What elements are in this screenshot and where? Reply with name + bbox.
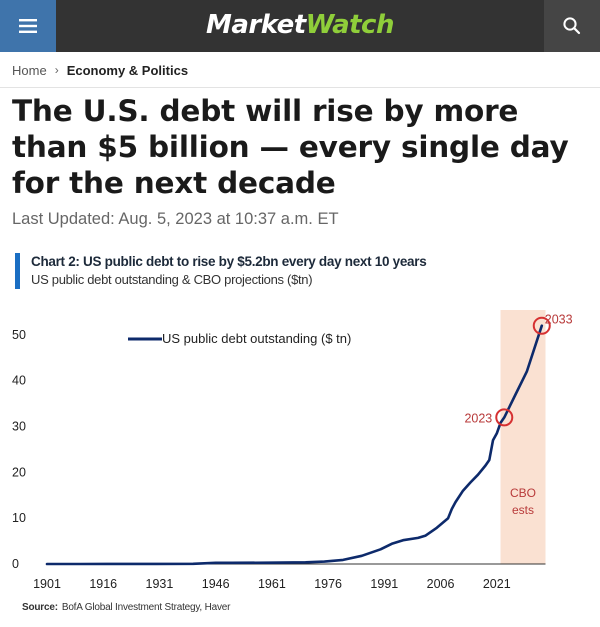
breadcrumb-home-link[interactable]: Home xyxy=(12,62,47,78)
top-navigation-bar: MarketWatch xyxy=(0,0,600,52)
search-button[interactable] xyxy=(544,0,600,52)
y-tick-label: 10 xyxy=(12,511,26,525)
logo-text-market: Market xyxy=(206,10,306,40)
y-tick-label: 30 xyxy=(12,420,26,434)
marketwatch-logo[interactable]: MarketWatch xyxy=(0,10,600,40)
legend-label: US public debt outstanding ($ tn) xyxy=(162,331,351,346)
breadcrumb: Home › Economy & Politics xyxy=(12,61,188,79)
x-tick-label: 2021 xyxy=(483,577,511,591)
projection-label-line1: CBO xyxy=(510,486,536,500)
y-tick-label: 50 xyxy=(12,328,26,342)
search-icon xyxy=(563,17,581,35)
x-tick-label: 1991 xyxy=(370,577,398,591)
x-tick-label: 1946 xyxy=(202,577,230,591)
chart-subtitle: US public debt outstanding & CBO project… xyxy=(31,272,313,287)
annotation-marker-2033 xyxy=(532,316,551,335)
article-timestamp: Last Updated: Aug. 5, 2023 at 10:37 a.m.… xyxy=(12,210,339,228)
logo-text-watch: Watch xyxy=(305,10,395,40)
article-headline: The U.S. debt will rise by more than $5 … xyxy=(12,94,569,200)
hamburger-menu-icon xyxy=(19,19,37,33)
debt-series-line xyxy=(45,324,544,566)
debt-chart: Chart 2: US public debt to rise by $5.2b… xyxy=(0,248,600,627)
x-tick-label: 1931 xyxy=(146,577,174,591)
chevron-right-icon: › xyxy=(54,63,59,77)
x-tick-label: 1901 xyxy=(33,577,61,591)
header-divider xyxy=(0,87,600,88)
x-tick-label: 2006 xyxy=(427,577,455,591)
projection-shaded-region xyxy=(500,310,546,564)
chart-title-accent-bar xyxy=(15,253,20,289)
projection-label-line2: ests xyxy=(512,503,534,517)
annotation-label-2033: 2033 xyxy=(545,313,573,327)
chart-plot-area: CBO ests 0 10 20 30 40 50 1901 1916 1931 1946 1961 19… xyxy=(12,310,573,591)
source-label: Source: xyxy=(22,602,58,613)
annotation-marker-2023 xyxy=(495,408,514,427)
breadcrumb-section-link[interactable]: Economy & Politics xyxy=(66,62,189,78)
x-tick-label: 1961 xyxy=(258,577,286,591)
source-text: BofA Global Investment Strategy, Haver xyxy=(61,602,231,613)
menu-button[interactable] xyxy=(0,0,56,52)
chart-title: Chart 2: US public debt to rise by $5.2b… xyxy=(31,254,427,269)
y-tick-label: 20 xyxy=(12,465,26,479)
y-tick-label: 0 xyxy=(12,557,19,571)
x-tick-label: 1976 xyxy=(314,577,342,591)
x-tick-label: 1916 xyxy=(89,577,117,591)
y-tick-label: 40 xyxy=(12,374,26,388)
annotation-label-2023: 2023 xyxy=(464,411,492,425)
chart-source: Source: BofA Global Investment Strategy, … xyxy=(22,602,230,613)
